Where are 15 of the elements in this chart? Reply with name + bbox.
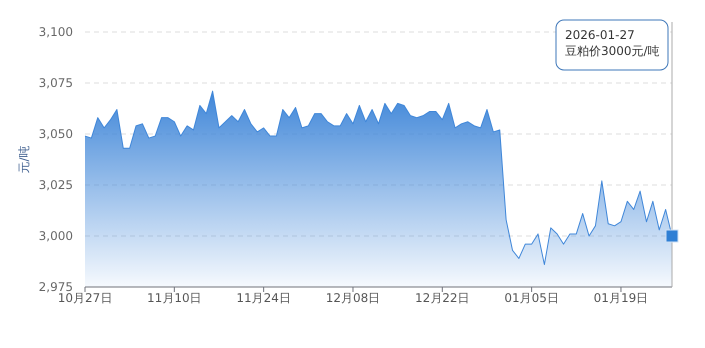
x-tick-label: 12月08日 (326, 291, 380, 305)
x-tick-label: 12月22日 (415, 291, 470, 305)
y-tick-label: 3,100 (38, 25, 73, 39)
x-tick-label: 11月10日 (147, 291, 202, 305)
x-tick-label: 01月05日 (504, 291, 559, 305)
y-tick-label: 3,025 (38, 178, 73, 192)
y-tick-label: 3,075 (38, 76, 73, 90)
y-tick-label: 3,050 (38, 127, 73, 141)
annotation: 2026-01-27 豆粕价3000元/吨 (565, 28, 660, 58)
y-axis-title: 元/吨 (17, 145, 31, 174)
y-tick-label: 2,975 (38, 280, 73, 294)
x-tick-label: 11月24日 (236, 291, 291, 305)
x-tick-label: 01月19日 (594, 291, 648, 305)
y-tick-label: 3,000 (38, 229, 73, 243)
x-tick-label: 10月27日 (58, 291, 112, 305)
